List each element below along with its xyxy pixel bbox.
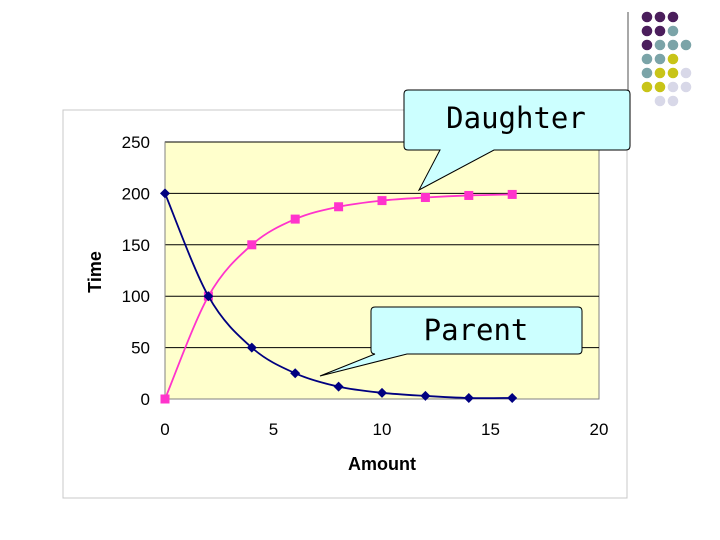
data-point-parent: [290, 368, 301, 379]
callout-parent-label: Parent: [424, 313, 529, 347]
decorative-dot: [667, 95, 679, 107]
x-axis-ticks: 0 5 10 15 20: [160, 420, 608, 439]
data-point-parent: [507, 392, 518, 403]
data-point-daughter: [247, 240, 257, 250]
decorative-dot: [680, 39, 692, 51]
x-tick-label: 5: [269, 420, 278, 439]
y-tick-label: 0: [141, 390, 150, 409]
decorative-dot: [654, 81, 666, 93]
data-point-daughter: [160, 394, 170, 404]
callout-daughter-label: Daughter: [446, 101, 586, 135]
data-point-daughter: [334, 202, 344, 212]
callout-parent-bubble: [319, 306, 583, 377]
data-point-daughter: [507, 189, 517, 199]
callout-daughter-bubble: [403, 89, 631, 192]
data-point-parent: [333, 381, 344, 392]
decorative-dot: [667, 25, 679, 37]
decorative-dot: [641, 39, 653, 51]
decorative-dot: [641, 25, 653, 37]
decorative-dot: [654, 39, 666, 51]
y-tick-label: 150: [122, 236, 150, 255]
decorative-dot: [641, 81, 653, 93]
decorative-dot: [680, 81, 692, 93]
callout-daughter: Daughter: [403, 89, 631, 192]
decorative-dot: [680, 67, 692, 79]
x-tick-label: 20: [590, 420, 609, 439]
series-layer: [160, 188, 518, 404]
decorative-dot: [641, 53, 653, 65]
data-point-parent: [246, 342, 257, 353]
decorative-dot: [667, 39, 679, 51]
data-point-daughter: [464, 190, 474, 200]
decorative-dot: [654, 53, 666, 65]
decorative-dot: [667, 67, 679, 79]
x-tick-label: 15: [481, 420, 500, 439]
x-tick-label: 0: [160, 420, 169, 439]
decorative-dot: [654, 25, 666, 37]
data-point-daughter: [290, 214, 300, 224]
data-point-parent: [160, 188, 170, 199]
y-tick-label: 50: [131, 339, 150, 358]
data-point-parent: [463, 392, 474, 403]
data-point-parent: [203, 291, 214, 302]
x-tick-label: 10: [373, 420, 392, 439]
axes: [164, 142, 599, 400]
callout-parent: Parent: [319, 306, 583, 377]
data-point-daughter: [377, 196, 387, 206]
y-tick-label: 100: [122, 287, 150, 306]
x-axis-title: Amount: [348, 454, 416, 474]
decorative-dot-grid: [641, 11, 692, 107]
decorative-dot: [654, 67, 666, 79]
decorative-dot: [654, 11, 666, 23]
decorative-dot: [641, 67, 653, 79]
data-point-parent: [420, 390, 431, 401]
y-tick-label: 200: [122, 184, 150, 203]
decorative-dot: [654, 95, 666, 107]
y-axis-ticks: 0 50 100 150 200 250: [122, 133, 150, 409]
decorative-dot: [667, 81, 679, 93]
data-point-parent: [377, 387, 387, 398]
decorative-dot: [641, 11, 653, 23]
data-point-daughter: [420, 193, 430, 203]
y-axis-title: Time: [85, 251, 105, 293]
series-parent: [160, 188, 518, 403]
decorative-dot: [667, 11, 679, 23]
decorative-dot: [667, 53, 679, 65]
y-tick-label: 250: [122, 133, 150, 152]
